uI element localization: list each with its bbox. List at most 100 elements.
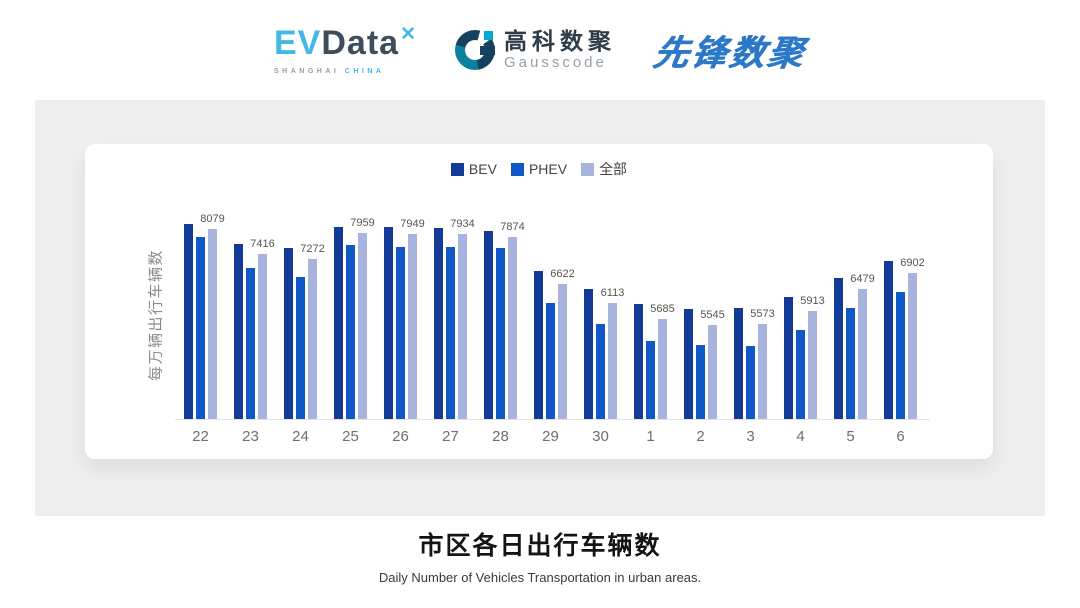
data-label-4: 5913 bbox=[800, 294, 825, 307]
bar-all-29: 6622 bbox=[550, 268, 575, 419]
x-tick-label-1: 1 bbox=[646, 428, 655, 445]
evdata-subtext: SHANGHAI CHINA bbox=[274, 68, 417, 75]
bar-bev-24 bbox=[284, 248, 293, 419]
gausscode-g-bar bbox=[479, 46, 495, 55]
bar-phev-24 bbox=[296, 276, 305, 419]
bars: 5685 bbox=[634, 303, 675, 419]
evdata-ev-text: EV bbox=[274, 23, 322, 62]
bar-bev-26 bbox=[384, 226, 393, 419]
data-label-29: 6622 bbox=[550, 267, 575, 280]
bars: 5573 bbox=[734, 308, 775, 419]
bar-all-6: 6902 bbox=[900, 257, 925, 419]
bar-group-22: 8079 22 bbox=[184, 213, 225, 445]
bars: 8079 bbox=[184, 213, 225, 419]
data-label-26: 7949 bbox=[400, 217, 425, 230]
bar-phev-3 bbox=[746, 346, 755, 419]
bar-bev-3 bbox=[734, 308, 743, 419]
bars: 5913 bbox=[784, 295, 825, 419]
bars: 7949 bbox=[384, 218, 425, 419]
sparkle-icon: ✕ bbox=[400, 23, 417, 45]
legend-item-bev[interactable]: BEV bbox=[450, 161, 497, 177]
bar-all-24: 7272 bbox=[300, 243, 325, 419]
bar-group-25: 7959 25 bbox=[334, 217, 375, 445]
bar-bev-2 bbox=[684, 308, 693, 419]
data-label-6: 6902 bbox=[900, 257, 925, 270]
bar-group-24: 7272 24 bbox=[284, 243, 325, 445]
bar-bev-30 bbox=[584, 289, 593, 419]
bar-group-6: 6902 6 bbox=[884, 257, 925, 445]
page-title: 市区各日出行车辆数 bbox=[418, 532, 662, 560]
bars: 7416 bbox=[234, 238, 275, 419]
bar-phev-2 bbox=[696, 345, 705, 419]
bar-group-4: 5913 4 bbox=[784, 295, 825, 445]
bar-bev-28 bbox=[484, 230, 493, 419]
x-tick-label-2: 2 bbox=[696, 428, 705, 445]
legend-swatch-bev bbox=[450, 162, 464, 176]
chart-panel: BEV PHEV 全部 每万辆出行车辆数 8079 22 7416 23 7272 24 795… bbox=[35, 100, 1045, 516]
x-tick-label-29: 29 bbox=[542, 428, 559, 445]
x-tick-label-26: 26 bbox=[392, 428, 409, 445]
plot-groups: 8079 22 7416 23 7272 24 7959 25 7949 26 7934 27 7874… bbox=[184, 213, 925, 445]
data-label-28: 7874 bbox=[500, 220, 525, 233]
data-label-22: 8079 bbox=[200, 212, 225, 225]
legend-item-all[interactable]: 全部 bbox=[581, 159, 627, 179]
bars: 6113 bbox=[584, 287, 624, 419]
bar-phev-28 bbox=[496, 248, 505, 419]
xianfeng-logo: 先锋数聚 bbox=[650, 33, 809, 73]
bars: 6622 bbox=[534, 268, 575, 419]
x-tick-label-23: 23 bbox=[242, 428, 259, 445]
bars: 7934 bbox=[434, 218, 475, 419]
bars: 7272 bbox=[284, 243, 325, 419]
bar-phev-27 bbox=[446, 246, 455, 419]
evdata-shanghai-text: SHANGHAI bbox=[274, 67, 340, 75]
plot-area: 8079 22 7416 23 7272 24 7959 25 7949 26 7934 27 7874… bbox=[175, 210, 930, 445]
data-label-23: 7416 bbox=[250, 237, 275, 250]
bars: 7874 bbox=[484, 221, 525, 419]
evdata-data-text: Data bbox=[321, 23, 400, 62]
evdata-logo: EVData✕ SHANGHAI CHINA bbox=[274, 23, 417, 75]
evdata-china-text: CHINA bbox=[344, 67, 385, 75]
bar-all-4: 5913 bbox=[800, 295, 825, 419]
bar-all-23: 7416 bbox=[250, 238, 275, 419]
x-tick-label-30: 30 bbox=[592, 428, 609, 445]
bar-phev-4 bbox=[796, 329, 805, 419]
legend-item-phev[interactable]: PHEV bbox=[510, 161, 567, 177]
data-label-24: 7272 bbox=[300, 243, 325, 256]
legend-label-bev: BEV bbox=[468, 161, 497, 177]
x-tick-label-24: 24 bbox=[292, 428, 309, 445]
legend-swatch-all bbox=[581, 162, 595, 176]
gausscode-wordmark: 高科数聚 Gausscode bbox=[503, 29, 616, 72]
x-tick-label-3: 3 bbox=[746, 428, 755, 445]
bar-group-30: 6113 30 bbox=[584, 287, 624, 445]
bar-bev-27 bbox=[434, 227, 443, 419]
bar-group-27: 7934 27 bbox=[434, 218, 475, 445]
bar-bev-29 bbox=[534, 271, 543, 419]
x-tick-label-6: 6 bbox=[896, 428, 905, 445]
x-tick-label-28: 28 bbox=[492, 428, 509, 445]
data-label-2: 5545 bbox=[700, 308, 725, 321]
bar-bev-22 bbox=[184, 223, 193, 419]
data-label-1: 5685 bbox=[650, 303, 675, 316]
bar-group-1: 5685 1 bbox=[634, 303, 675, 445]
bar-all-27: 7934 bbox=[450, 218, 475, 419]
bar-bev-5 bbox=[834, 277, 843, 419]
bar-phev-30 bbox=[596, 324, 605, 419]
bar-all-28: 7874 bbox=[500, 221, 525, 419]
gausscode-latin-text: Gausscode bbox=[503, 54, 607, 71]
x-tick-label-22: 22 bbox=[192, 428, 209, 445]
bar-all-26: 7949 bbox=[400, 218, 425, 419]
bar-bev-25 bbox=[334, 226, 343, 419]
bar-bev-1 bbox=[634, 303, 643, 419]
bar-bev-4 bbox=[784, 296, 793, 419]
bar-group-5: 6479 5 bbox=[834, 273, 875, 445]
bar-group-23: 7416 23 bbox=[234, 238, 275, 445]
gausscode-g-icon bbox=[454, 30, 495, 70]
bar-phev-5 bbox=[846, 308, 855, 419]
gausscode-g-square bbox=[483, 31, 493, 40]
bars: 6902 bbox=[884, 257, 925, 419]
bar-group-29: 6622 29 bbox=[534, 268, 575, 445]
bar-phev-25 bbox=[346, 244, 355, 419]
bar-phev-29 bbox=[546, 303, 555, 419]
bars: 7959 bbox=[334, 217, 375, 419]
bar-all-1: 5685 bbox=[650, 303, 675, 419]
